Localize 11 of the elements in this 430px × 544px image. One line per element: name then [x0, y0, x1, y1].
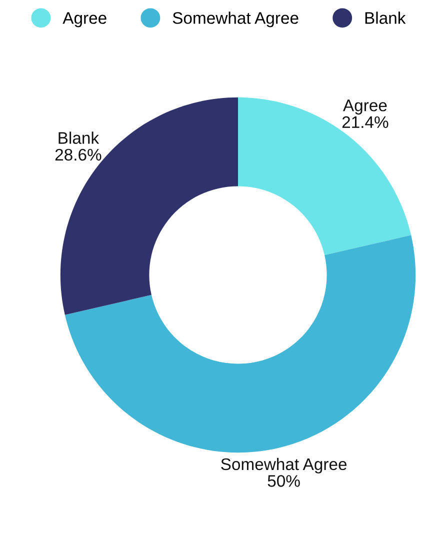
- legend-label: Blank: [365, 12, 406, 24]
- data-label: 50%: [268, 475, 300, 487]
- slice-label: Blank: [58, 132, 100, 144]
- legend-label: Somewhat Agree: [172, 12, 298, 28]
- data-label: 21.4%: [342, 116, 388, 128]
- data-label: 28.6%: [55, 148, 102, 161]
- donut-slice: [64, 235, 416, 453]
- slice-label: Somewhat Agree: [221, 458, 347, 474]
- donut-slice: [238, 97, 412, 256]
- legend-label: Agree: [62, 12, 106, 28]
- slice-label: Agree: [342, 100, 387, 115]
